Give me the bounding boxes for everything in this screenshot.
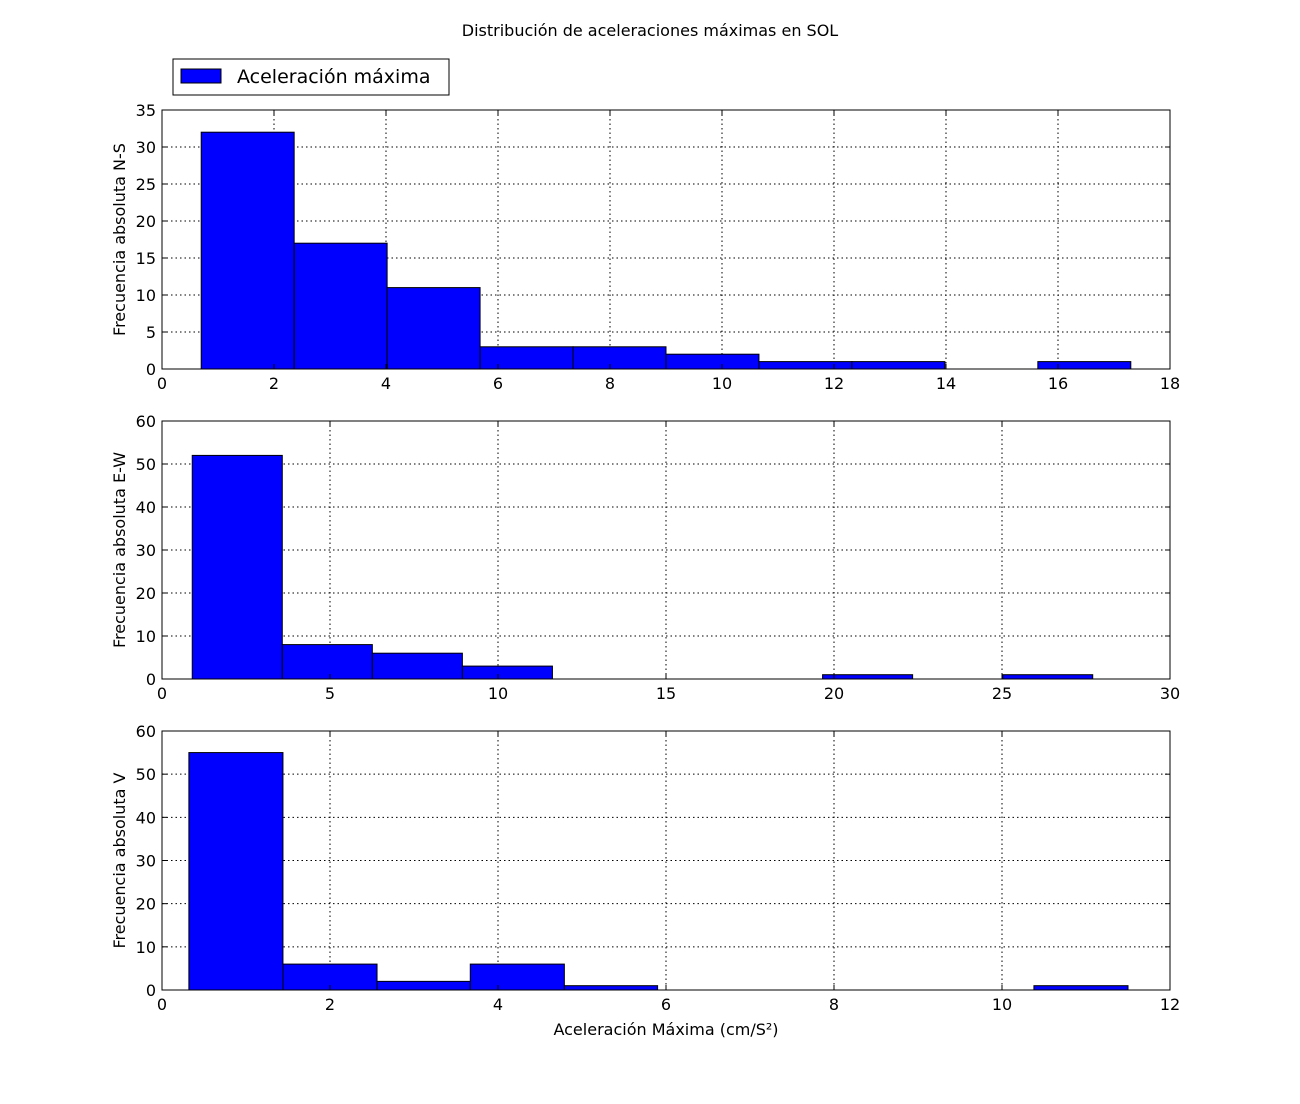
y-tick-label: 0 — [146, 360, 156, 379]
x-tick-label: 10 — [488, 684, 508, 703]
y-tick-label: 30 — [136, 541, 156, 560]
legend: Aceleración máxima — [172, 58, 450, 96]
y-tick-label: 50 — [136, 455, 156, 474]
x-tick-label: 10 — [712, 374, 732, 393]
y-tick-label: 30 — [136, 138, 156, 157]
y-tick-label: 10 — [136, 627, 156, 646]
y-tick-label: 60 — [136, 412, 156, 431]
legend-label: Aceleración máxima — [237, 66, 430, 88]
histogram-bar-ew-3 — [461, 665, 553, 680]
x-tick-label: 0 — [157, 684, 167, 703]
y-axis-label-v: Frecuencia absoluta V — [110, 772, 129, 948]
y-tick-label: 35 — [136, 101, 156, 120]
panel-v: 0 2 4 6 8 10 12 0 10 20 30 40 50 60 Frecuencia absolut… — [110, 722, 1180, 1039]
x-tick-label: 4 — [493, 995, 503, 1014]
x-tick-label: 8 — [605, 374, 615, 393]
axes-frame-ns — [161, 109, 1171, 370]
histogram-bar-v-0 — [188, 752, 284, 991]
x-tick-label: 0 — [157, 995, 167, 1014]
histogram-bar-ns-3 — [479, 346, 574, 370]
y-axis-label-ew: Frecuencia absoluta E-W — [110, 452, 129, 648]
x-tick-label: 2 — [269, 374, 279, 393]
y-tick-label: 5 — [146, 323, 156, 342]
y-axis-label-ns: Frecuencia absoluta N-S — [110, 143, 129, 336]
x-tick-label: 2 — [325, 995, 335, 1014]
histogram-bar-ns-0 — [200, 131, 295, 370]
y-tick-label: 40 — [136, 498, 156, 517]
histogram-bar-ns-5 — [665, 353, 760, 370]
x-tick-label: 30 — [1160, 684, 1180, 703]
x-tick-label: 0 — [157, 374, 167, 393]
histogram-bar-ew-9 — [1002, 674, 1094, 680]
histogram-bar-v-2 — [376, 980, 471, 991]
legend-swatch — [180, 68, 222, 84]
x-tick-label: 15 — [656, 684, 676, 703]
x-tick-label: 12 — [1160, 995, 1180, 1014]
histogram-bar-ew-0 — [191, 454, 283, 680]
histogram-bar-ns-6 — [758, 361, 853, 370]
panel-ew: 0 5 10 15 20 25 30 0 10 20 30 40 50 60 Frecuencia abso… — [110, 412, 1180, 703]
x-tick-label: 4 — [381, 374, 391, 393]
y-tick-label: 15 — [136, 249, 156, 268]
y-tick-label: 0 — [146, 670, 156, 689]
histogram-bar-v-9 — [1033, 985, 1129, 991]
histogram-bar-ns-7 — [851, 361, 946, 370]
histogram-bar-ns-4 — [572, 346, 667, 370]
x-tick-label: 6 — [661, 995, 671, 1014]
y-tick-label: 10 — [136, 938, 156, 957]
x-tick-label: 5 — [325, 684, 335, 703]
x-tick-label: 20 — [824, 684, 844, 703]
histogram-bar-v-4 — [563, 985, 659, 991]
x-tick-label: 6 — [493, 374, 503, 393]
y-tick-label: 0 — [146, 981, 156, 1000]
x-tick-label: 10 — [992, 995, 1012, 1014]
x-tick-label: 25 — [992, 684, 1012, 703]
histogram-bar-ns-2 — [386, 287, 481, 370]
y-tick-label: 20 — [136, 212, 156, 231]
y-tick-label: 60 — [136, 722, 156, 741]
y-tick-label: 20 — [136, 584, 156, 603]
y-tick-label: 50 — [136, 765, 156, 784]
x-tick-label: 8 — [829, 995, 839, 1014]
y-tick-label: 10 — [136, 286, 156, 305]
x-axis-label: Aceleración Máxima (cm/S²) — [553, 1020, 778, 1039]
panel-ns: 0 2 4 6 8 10 12 14 16 18 0 5 10 15 20 25 30 35 Frecuencia … — [110, 101, 1180, 393]
x-tick-label: 16 — [1048, 374, 1068, 393]
x-tick-label: 14 — [936, 374, 956, 393]
histogram-bar-ew-1 — [281, 644, 373, 680]
histogram-bar-ew-2 — [371, 652, 463, 680]
histogram-bar-ns-1 — [293, 242, 388, 370]
y-tick-label: 25 — [136, 175, 156, 194]
histogram-bar-ew-7 — [822, 674, 914, 680]
y-tick-label: 40 — [136, 808, 156, 827]
chart-title: Distribución de aceleraciones máximas en… — [462, 21, 839, 40]
histogram-bar-v-3 — [469, 963, 565, 991]
histogram-bar-ns-9 — [1037, 361, 1132, 370]
x-tick-label: 12 — [824, 374, 844, 393]
y-tick-label: 30 — [136, 852, 156, 871]
x-tick-label: 18 — [1160, 374, 1180, 393]
y-tick-label: 20 — [136, 895, 156, 914]
